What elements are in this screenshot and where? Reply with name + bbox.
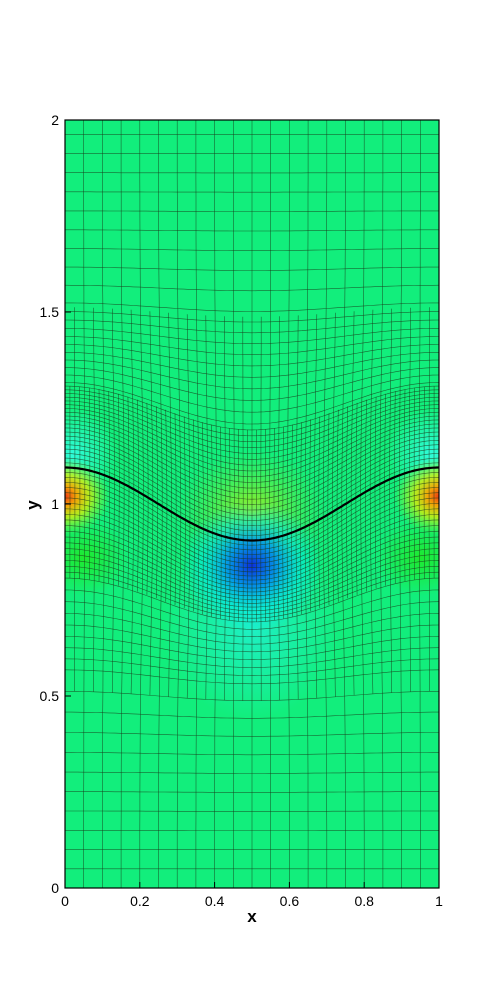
mesh-line-vertical-fine — [384, 393, 386, 586]
mesh-line-vertical-fine — [183, 416, 186, 609]
mesh-line-vertical-fine — [193, 419, 195, 612]
y-tick-label: 2 — [51, 112, 59, 128]
mesh-line-vertical-fine — [365, 399, 367, 592]
mesh-line-vertical — [120, 120, 125, 888]
high-pressure-right — [394, 457, 439, 535]
x-axis: 0 0.2 0.4 0.6 0.8 1 — [61, 882, 443, 909]
mesh-line-vertical — [322, 120, 328, 888]
mesh-line-vertical — [139, 120, 144, 888]
mesh-line-vertical-fine — [346, 406, 348, 599]
mesh-line-vertical-fine — [309, 419, 311, 612]
mesh-line-vertical-fine — [355, 402, 358, 595]
mesh-line-vertical — [195, 120, 200, 888]
mesh-line-vertical-fine — [300, 422, 302, 615]
interface-curve — [65, 466, 439, 542]
mesh-line-vertical-refined — [168, 312, 172, 697]
mesh-line-vertical-fine — [374, 396, 377, 589]
mesh-line-vertical-fine — [336, 409, 339, 602]
x-tick-label: 0.6 — [280, 893, 300, 909]
mesh-line-vertical-fine — [156, 406, 158, 599]
y-axis: 0 0.5 1 1.5 2 — [40, 112, 71, 896]
mesh-line-vertical — [341, 120, 346, 888]
interface-layer — [65, 466, 439, 542]
mesh-line-vertical-fine — [174, 413, 177, 606]
mesh-line-vertical — [158, 120, 163, 888]
y-axis-title: y — [23, 500, 42, 510]
x-axis-title: x — [247, 907, 257, 926]
mesh-line-vertical-fine — [127, 396, 130, 589]
y-tick-label: 1 — [51, 496, 59, 512]
mesh-line-vertical-refined — [350, 311, 355, 696]
mesh-line-vertical-fine — [146, 402, 149, 595]
mesh-line-vertical-refined — [332, 312, 336, 697]
mesh-line-vertical-refined — [130, 309, 135, 694]
mesh-line-vertical-fine — [165, 409, 168, 602]
x-tick-label: 0.8 — [354, 893, 374, 909]
mesh-line-vertical-refined — [313, 314, 318, 699]
mesh-grid — [65, 120, 439, 888]
mesh-line-vertical-refined — [186, 314, 191, 699]
green-region-left — [65, 519, 129, 597]
mesh-line-vertical-refined — [369, 309, 374, 694]
mesh-line-vertical-fine — [327, 413, 330, 606]
mesh-line-vertical — [176, 120, 182, 888]
x-tick-label: 1 — [435, 893, 443, 909]
green-region-right — [375, 519, 439, 597]
mesh-line-vertical-refined — [149, 311, 154, 696]
x-tick-label: 0 — [61, 893, 69, 909]
y-tick-label: 1.5 — [40, 304, 60, 320]
mesh-line-vertical-fine — [137, 399, 139, 592]
x-tick-label: 0.4 — [205, 893, 225, 909]
x-tick-label: 0.2 — [130, 893, 150, 909]
mesh-line-vertical-fine — [118, 393, 120, 586]
high-pressure-left — [65, 457, 110, 535]
mesh-line-vertical-fine — [202, 422, 204, 615]
y-tick-label: 0.5 — [40, 688, 60, 704]
y-tick-label: 0 — [51, 880, 59, 896]
mesh-line-vertical — [304, 120, 309, 888]
mesh-line-vertical — [379, 120, 384, 888]
mesh-line-vertical — [360, 120, 365, 888]
mesh-line-vertical-fine — [318, 416, 321, 609]
